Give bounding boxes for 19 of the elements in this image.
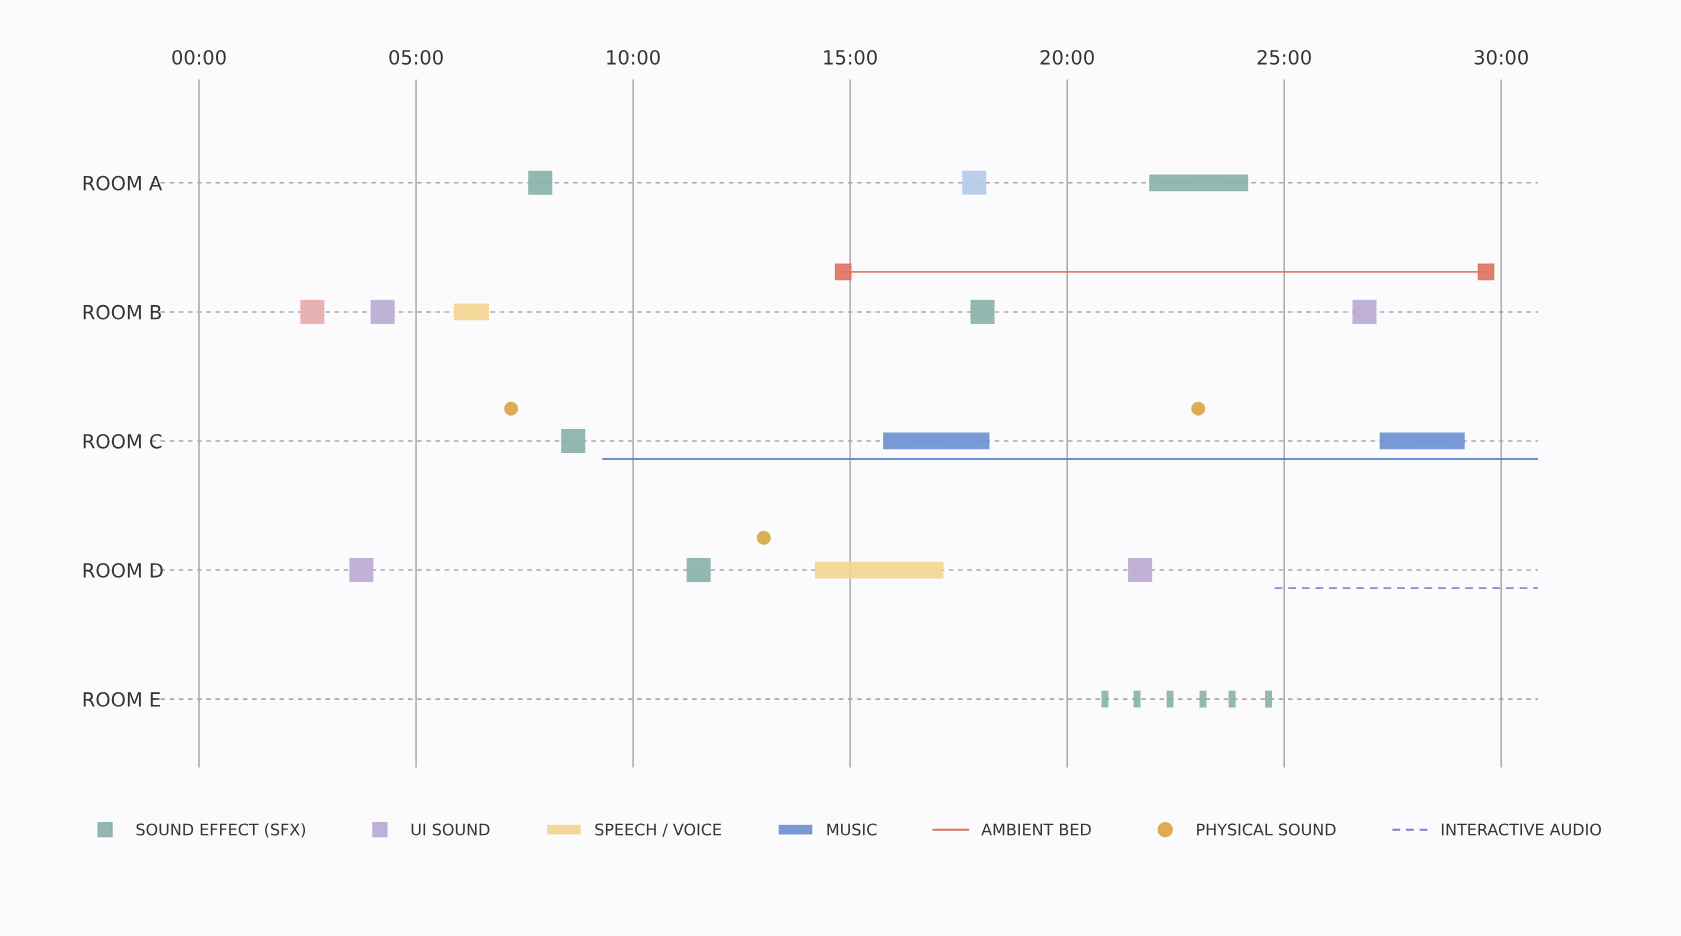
y-tick-label: ROOM C	[83, 433, 162, 449]
y-tick-label: ROOM A	[83, 175, 163, 191]
y-tick-label: ROOM D	[83, 562, 163, 578]
x-tick-label: 00:00	[172, 49, 226, 65]
x-tick-label: 15:00	[824, 49, 877, 65]
legend-label: MUSIC	[827, 823, 877, 836]
x-tick-label: 25:00	[1257, 49, 1311, 65]
legend-label: PHYSICAL SOUND	[1197, 823, 1336, 836]
x-tick-label: 30:00	[1474, 49, 1528, 65]
x-tick-label: 05:00	[389, 49, 443, 65]
x-tick-label: 20:00	[1040, 49, 1094, 65]
x-tick-label: 10:00	[607, 49, 660, 65]
legend-label: SPEECH / VOICE	[595, 823, 722, 837]
legend-label: SOUND EFFECT (SFX)	[136, 823, 306, 838]
y-tick-label: ROOM B	[83, 304, 161, 320]
y-tick-label: ROOM E	[83, 692, 160, 707]
legend-label: UI SOUND	[411, 823, 490, 836]
legend-label: AMBIENT BED	[981, 823, 1091, 836]
legend-label: INTERACTIVE AUDIO	[1441, 823, 1601, 836]
